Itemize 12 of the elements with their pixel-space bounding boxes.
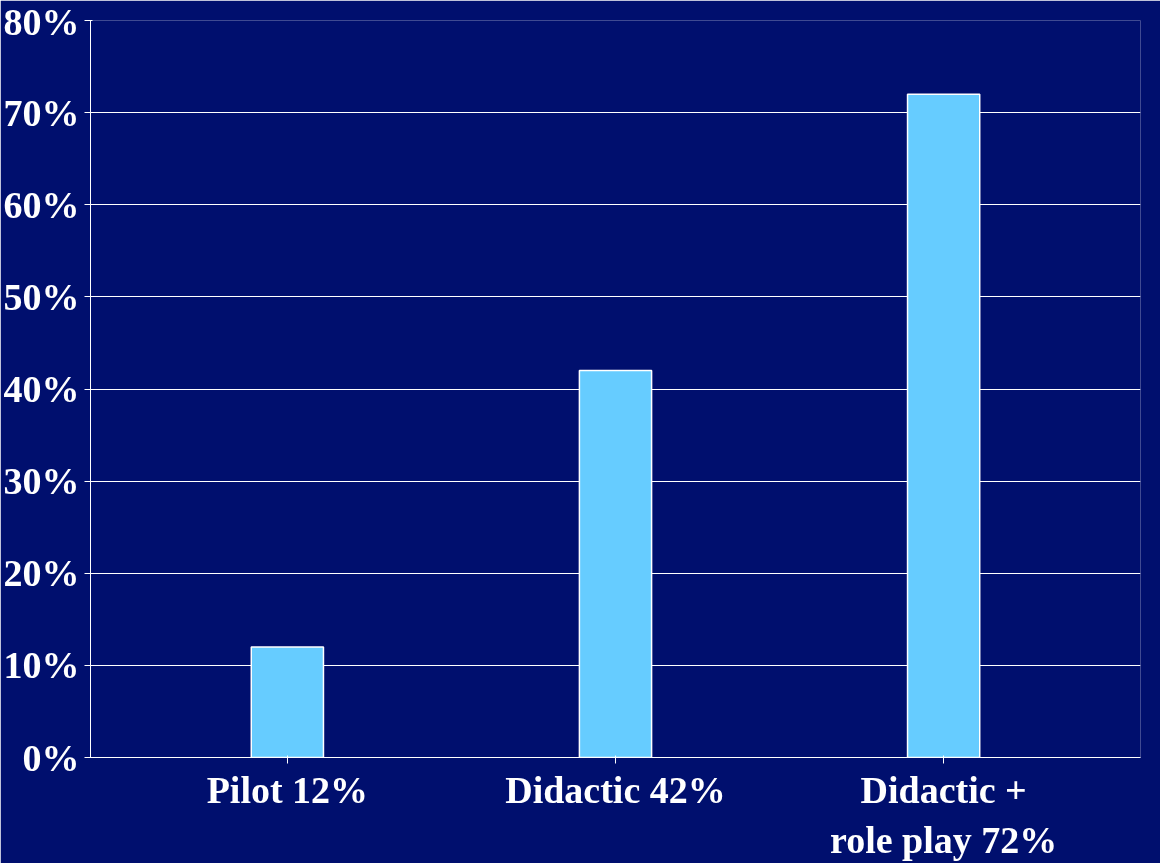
y-tick-label: 30%: [3, 460, 80, 503]
y-tick-label: 40%: [3, 368, 80, 410]
x-tick-label: Didactic 42%: [505, 768, 726, 811]
x-tick-label: Didactic + role play 72%: [829, 768, 1058, 861]
x-tick-label: Pilot 12%: [206, 768, 369, 811]
y-tick-label: 20%: [3, 552, 80, 595]
y-tick-label: 50%: [3, 275, 80, 318]
y-tick-label: 80%: [3, 0, 80, 43]
y-tick-label: 0%: [22, 736, 80, 779]
y-tick-label: 60%: [3, 183, 80, 226]
y-tick-label: 70%: [3, 91, 80, 134]
y-tick-label: 10%: [3, 644, 80, 687]
